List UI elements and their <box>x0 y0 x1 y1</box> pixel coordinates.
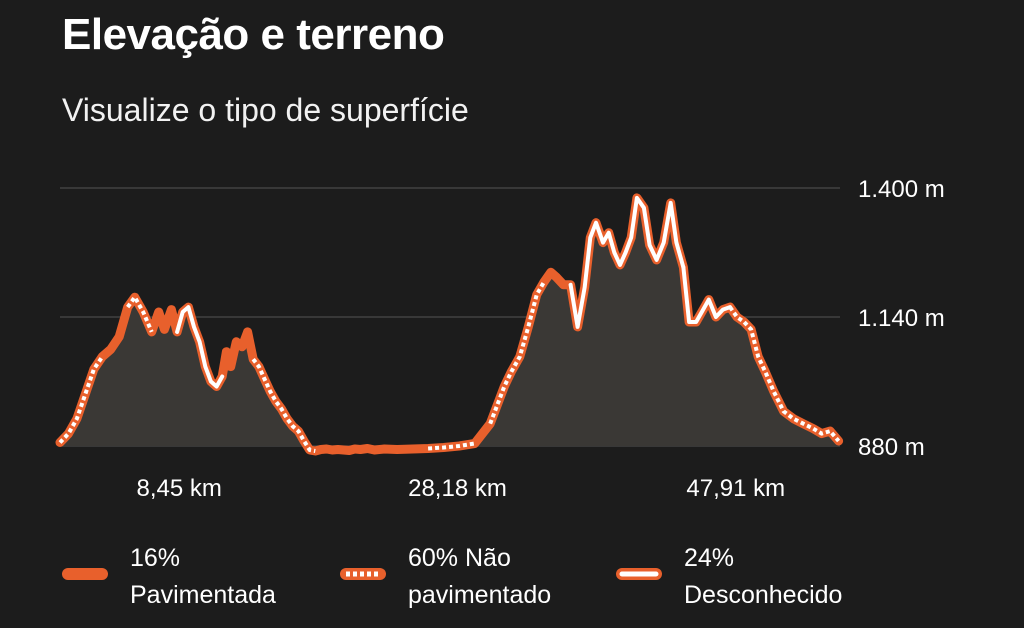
legend-item-unpaved: 60% Não pavimentado <box>340 540 551 614</box>
legend-percent-unpaved: 60% Não <box>408 544 511 572</box>
segment-unpaved-8 <box>427 441 476 451</box>
y-axis: 880 m 1.140 m 1.400 m <box>858 176 945 461</box>
legend-label-unpaved: 60% Não pavimentado <box>408 540 551 614</box>
segment-unpaved-0 <box>58 355 104 444</box>
x-tick-label-0: 8,45 km <box>136 475 221 502</box>
x-tick-label-2: 47,91 km <box>686 475 785 502</box>
legend-name-unknown: Desconhecido <box>684 581 843 609</box>
legend-percent-unknown: 24% <box>684 544 735 572</box>
legend-name-paved: Pavimentada <box>130 581 276 609</box>
legend-item-unknown: 24% Desconhecido <box>616 540 842 614</box>
legend-label-paved: 16% Pavimentada <box>130 540 276 614</box>
segment-unpaved-10 <box>488 281 546 425</box>
x-tick-label-1: 28,18 km <box>408 475 507 502</box>
legend-item-paved: 16% Pavimentada <box>62 540 276 614</box>
legend-swatch-unknown <box>616 568 662 580</box>
y-tick-label-2: 1.400 m <box>858 176 945 203</box>
y-tick-label-1: 1.140 m <box>858 305 945 332</box>
elevation-area <box>60 197 839 451</box>
segment-unpaved-6 <box>251 357 316 453</box>
legend-label-unknown: 24% Desconhecido <box>684 540 842 614</box>
page-title: Elevação e terreno <box>62 10 445 59</box>
y-tick-label-0: 880 m <box>858 434 925 461</box>
legend-percent-paved: 16% <box>130 544 181 572</box>
legend-swatch-paved <box>62 568 108 580</box>
x-axis: 8,45 km 28,18 km 47,91 km <box>136 475 785 502</box>
legend-name-unpaved: pavimentado <box>408 581 552 609</box>
segment-unknown-13 <box>681 265 732 324</box>
segment-unknown-4 <box>175 305 225 389</box>
elevation-line-layer <box>55 193 844 456</box>
segment-unpaved-14 <box>728 305 841 443</box>
page-subtitle: Visualize o tipo de superfície <box>62 92 469 128</box>
legend-swatch-unpaved <box>340 568 386 580</box>
segment-unknown-12 <box>568 195 686 329</box>
